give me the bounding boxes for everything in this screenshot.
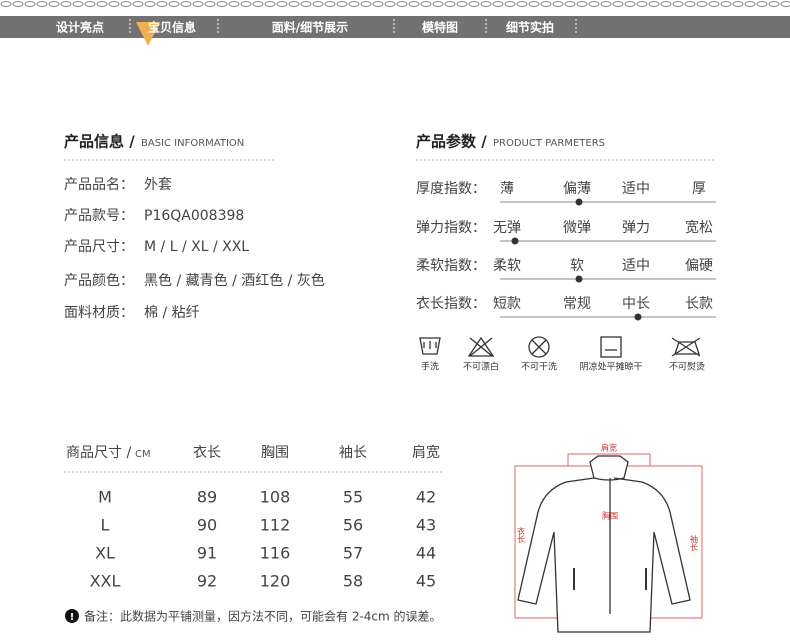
note: 备注：此数据为平铺测量，因方法不同，可能会有 2-4cm 的误差。 xyxy=(84,609,442,624)
nav-tab: 面料/细节展示 xyxy=(272,20,348,35)
info-value: 外套 xyxy=(144,177,172,193)
info-value: 黑色 / 藏青色 / 酒红色 / 灰色 xyxy=(144,272,325,289)
table-cell: 58 xyxy=(343,572,363,591)
param-label: 弹力指数： xyxy=(416,220,486,236)
param-dot xyxy=(575,198,583,206)
table-unit: CM xyxy=(135,449,151,460)
table-cell: 112 xyxy=(260,516,291,535)
nav-tab: 宝贝信息 xyxy=(148,20,196,35)
diagram-label: 袖长 xyxy=(690,534,699,552)
param-label: 厚度指数： xyxy=(416,181,486,197)
section-subtitle: PRODUCT PARMETERS xyxy=(493,138,605,149)
column-header: 衣长 xyxy=(193,445,221,461)
table-title: 商品尺寸 / xyxy=(66,445,131,461)
param-option: 微弹 xyxy=(563,220,591,236)
param-option: 厚 xyxy=(692,181,706,197)
param-option: 中长 xyxy=(622,296,650,312)
param-option: 无弹 xyxy=(493,220,521,236)
size-label: L xyxy=(101,516,110,535)
pockets xyxy=(573,568,647,590)
nav-bar xyxy=(0,16,790,38)
param-option: 弹力 xyxy=(622,220,650,236)
table-cell: 55 xyxy=(343,488,363,507)
note-icon xyxy=(65,609,79,623)
param-option: 偏硬 xyxy=(685,258,713,274)
info-value: P16QA008398 xyxy=(144,208,244,224)
param-label: 衣长指数： xyxy=(416,296,486,312)
param-option: 偏薄 xyxy=(563,181,591,197)
param-dot xyxy=(634,313,642,321)
table-cell: 108 xyxy=(260,488,291,507)
param-option: 柔软 xyxy=(493,258,521,274)
param-option: 常规 xyxy=(563,296,591,312)
note-icon-glyph: ! xyxy=(70,612,75,623)
info-label: 产品款号： xyxy=(64,208,134,224)
info-value: M / L / XL / XXL xyxy=(144,239,249,255)
section-title: 产品信息 / xyxy=(64,133,135,151)
nav-separators xyxy=(129,19,577,35)
nav-tab: 设计亮点 xyxy=(56,20,104,35)
section-subtitle: BASIC INFORMATION xyxy=(141,138,244,149)
column-header: 袖长 xyxy=(339,445,367,461)
nav-indicator xyxy=(136,22,160,46)
param-dot xyxy=(511,237,519,245)
care-label: 阴凉处平摊晾干 xyxy=(579,361,642,373)
info-label: 产品品名： xyxy=(64,177,134,193)
garment-diagram xyxy=(514,453,703,633)
table-cell: 91 xyxy=(197,544,217,563)
diagram-label: 衣长 xyxy=(517,526,526,544)
param-dot xyxy=(575,275,583,283)
nav-tab: 细节实拍 xyxy=(506,20,554,35)
param-option: 长款 xyxy=(685,296,713,312)
info-label: 面料材质： xyxy=(64,305,134,321)
chain-border xyxy=(0,0,790,9)
table-cell: 90 xyxy=(197,516,217,535)
param-option: 适中 xyxy=(622,181,650,197)
care-label: 手洗 xyxy=(421,361,439,373)
care-label: 不可熨烫 xyxy=(669,361,705,373)
section-title: 产品参数 / xyxy=(416,133,487,151)
diagram-label: 胸围 xyxy=(602,511,618,521)
table-cell: 43 xyxy=(416,516,436,535)
care-label: 不可漂白 xyxy=(463,361,499,373)
table-cell: 92 xyxy=(197,572,217,591)
param-option: 适中 xyxy=(622,258,650,274)
param-option: 短款 xyxy=(493,296,521,312)
diagram-label: 肩宽 xyxy=(601,443,617,453)
table-cell: 56 xyxy=(343,516,363,535)
care-icons xyxy=(419,336,701,358)
size-label: M xyxy=(98,488,112,507)
table-cell: 44 xyxy=(416,544,436,563)
param-option: 宽松 xyxy=(685,219,713,236)
column-header: 肩宽 xyxy=(412,444,440,461)
size-label: XXL xyxy=(90,572,121,591)
table-cell: 120 xyxy=(260,572,291,591)
care-label: 不可干洗 xyxy=(521,361,557,373)
table-cell: 45 xyxy=(416,572,436,591)
table-cell: 57 xyxy=(343,544,363,563)
param-option: 软 xyxy=(570,258,584,274)
param-option: 薄 xyxy=(500,181,514,197)
table-cell: 42 xyxy=(416,488,436,507)
jacket-outline xyxy=(517,455,691,633)
size-label: XL xyxy=(95,544,115,563)
table-cell: 116 xyxy=(260,544,291,563)
column-header: 胸围 xyxy=(261,445,289,461)
info-label: 产品尺寸： xyxy=(64,239,134,255)
param-label: 柔软指数： xyxy=(416,258,486,274)
info-label: 产品颜色： xyxy=(64,272,134,289)
table-cell: 89 xyxy=(197,488,217,507)
nav-tab: 模特图 xyxy=(422,20,458,35)
info-value: 棉 / 粘纤 xyxy=(144,304,200,321)
